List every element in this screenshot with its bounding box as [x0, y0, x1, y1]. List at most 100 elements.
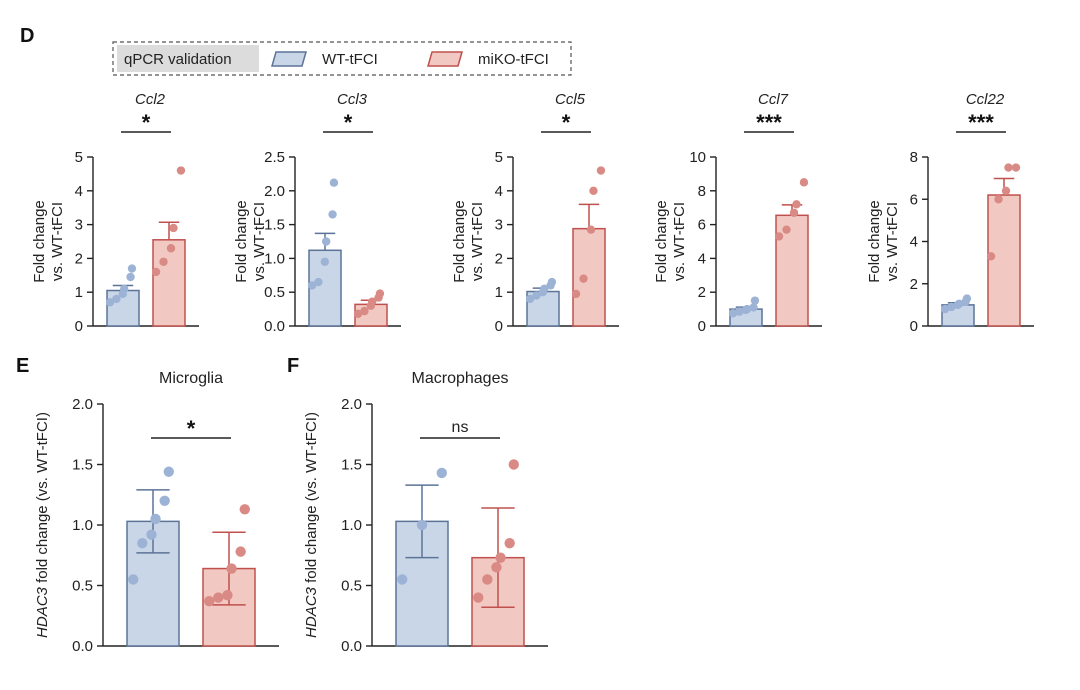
data-point-wt [321, 237, 331, 246]
data-point-wt [749, 303, 758, 312]
y-tick-label: 3 [495, 217, 503, 234]
chart-title: Ccl3 [337, 91, 368, 108]
legend: qPCR validation WT-tFCI miKO-tFCI [112, 41, 572, 76]
data-point-ko [367, 297, 377, 306]
y-axis-label-rest: fold change (vs. WT-tFCI) [303, 412, 320, 587]
data-point-ko [151, 267, 161, 277]
data-point-ko [159, 257, 168, 266]
y-tick-label: 2 [495, 250, 503, 267]
y-tick-label: 2.0 [264, 183, 285, 200]
data-point-ko [792, 200, 801, 209]
bar-ko [775, 214, 809, 327]
chart-ccl22: 0 2 4 6 8 Ccl22 Fold change vs. WT-tFCI *** [866, 91, 1034, 335]
data-point-wt [150, 513, 161, 525]
y-axis-label-line2: vs. WT-tFCI [884, 202, 901, 281]
panel-letter-f: F [287, 355, 299, 377]
significance-label: * [187, 416, 196, 441]
y-tick-label: 1.5 [264, 217, 285, 234]
significance-label: *** [756, 110, 782, 135]
y-axis-label-line2: vs. WT-tFCI [671, 202, 688, 281]
y-axis-label-line2: vs. WT-tFCI [251, 202, 268, 281]
data-point-wt [532, 291, 541, 300]
data-point-wt [146, 529, 157, 540]
significance-label: * [344, 110, 353, 135]
y-axis-label-gene: HDAC3 [303, 586, 320, 638]
y-tick-label: 0 [910, 318, 918, 335]
y-axis-label-line1: Fold change [233, 200, 250, 283]
data-point-wt [137, 537, 148, 549]
y-axis-label-line2: vs. WT-tFCI [49, 202, 66, 281]
chart-title: Ccl7 [758, 91, 789, 108]
y-axis-label-line1: Fold change [653, 200, 670, 283]
data-point-wt [750, 296, 760, 305]
data-point-wt [728, 309, 738, 318]
data-point-wt [112, 294, 121, 304]
data-point-ko [235, 546, 246, 557]
chart-microglia: 0.0 0.5 1.0 1.5 2.0 Microglia HDAC3 fold chang… [34, 370, 279, 655]
y-tick-label: 6 [910, 191, 918, 208]
data-point-ko [1011, 163, 1021, 172]
y-tick-label: 1.0 [72, 517, 93, 534]
data-point-ko [571, 289, 581, 299]
chart-ccl3: 0.0 0.5 1.0 1.5 2.0 2.5 Ccl3 Fold change vs. WT-… [233, 91, 401, 335]
y-tick-label: 2.0 [72, 396, 93, 413]
y-tick-label: 5 [495, 149, 503, 166]
significance-label: * [142, 110, 151, 135]
data-point-wt [525, 294, 535, 304]
data-point-ko [504, 537, 515, 549]
chart-title: Ccl2 [135, 91, 166, 108]
legend-swatch-wt [271, 51, 307, 67]
data-point-ko [1001, 186, 1011, 195]
data-point-ko [491, 562, 502, 573]
data-point-wt [547, 277, 557, 287]
data-point-wt [947, 302, 956, 312]
data-point-ko [799, 178, 809, 187]
y-tick-label: 0 [698, 318, 706, 335]
data-point-wt [320, 257, 330, 266]
bar-ko [987, 194, 1021, 327]
legend-swatch-ko [427, 51, 463, 67]
data-point-wt [159, 495, 170, 506]
significance-label: *** [968, 110, 994, 135]
y-tick-label: 6 [698, 217, 706, 234]
y-tick-label: 8 [698, 183, 706, 200]
data-point-ko [495, 552, 506, 563]
data-point-ko [579, 274, 588, 283]
chart-macrophages: 0.0 0.5 1.0 1.5 2.0 Macrophages HDAC3 fold cha… [303, 370, 548, 655]
chart-title: Ccl5 [555, 91, 586, 108]
significance-label: * [562, 110, 571, 135]
chart-ccl7: 0 2 4 6 8 10 Ccl7 Fold change vs. WT-tFCI *** [653, 91, 822, 335]
data-point-ko [1004, 163, 1013, 172]
y-tick-label: 2.5 [264, 149, 285, 166]
data-point-wt [436, 467, 447, 479]
y-axis-label-line1: Fold change [866, 200, 883, 283]
y-tick-label: 0.0 [341, 638, 362, 655]
bar-ko [152, 239, 186, 327]
data-point-wt [105, 298, 115, 307]
data-point-wt [735, 307, 744, 316]
data-point-wt [962, 294, 972, 303]
y-axis-label-line1: Fold change [451, 200, 468, 283]
data-point-ko [789, 208, 799, 217]
y-tick-label: 1.0 [341, 517, 362, 534]
y-tick-label: 0 [75, 318, 83, 335]
data-point-wt [128, 574, 139, 585]
y-tick-label: 3 [75, 217, 83, 234]
y-tick-label: 4 [910, 234, 918, 251]
data-point-ko [166, 244, 176, 253]
y-tick-label: 0.5 [72, 578, 93, 595]
y-tick-label: 2 [75, 250, 83, 267]
y-axis-label-line1: Fold change [31, 200, 48, 283]
chart-ccl5: 0 1 2 3 4 5 Ccl5 Fold change vs. WT-tFCI * [451, 91, 619, 335]
data-point-wt [742, 304, 752, 314]
chart-title: Microglia [159, 370, 223, 387]
y-tick-label: 0.5 [264, 284, 285, 301]
y-tick-label: 1.5 [341, 457, 362, 474]
y-tick-label: 2 [698, 284, 706, 301]
data-point-wt [416, 519, 428, 531]
y-axis-label-rest: fold change (vs. WT-tFCI) [34, 412, 51, 587]
data-point-ko [169, 223, 178, 233]
data-point-ko [589, 186, 598, 195]
